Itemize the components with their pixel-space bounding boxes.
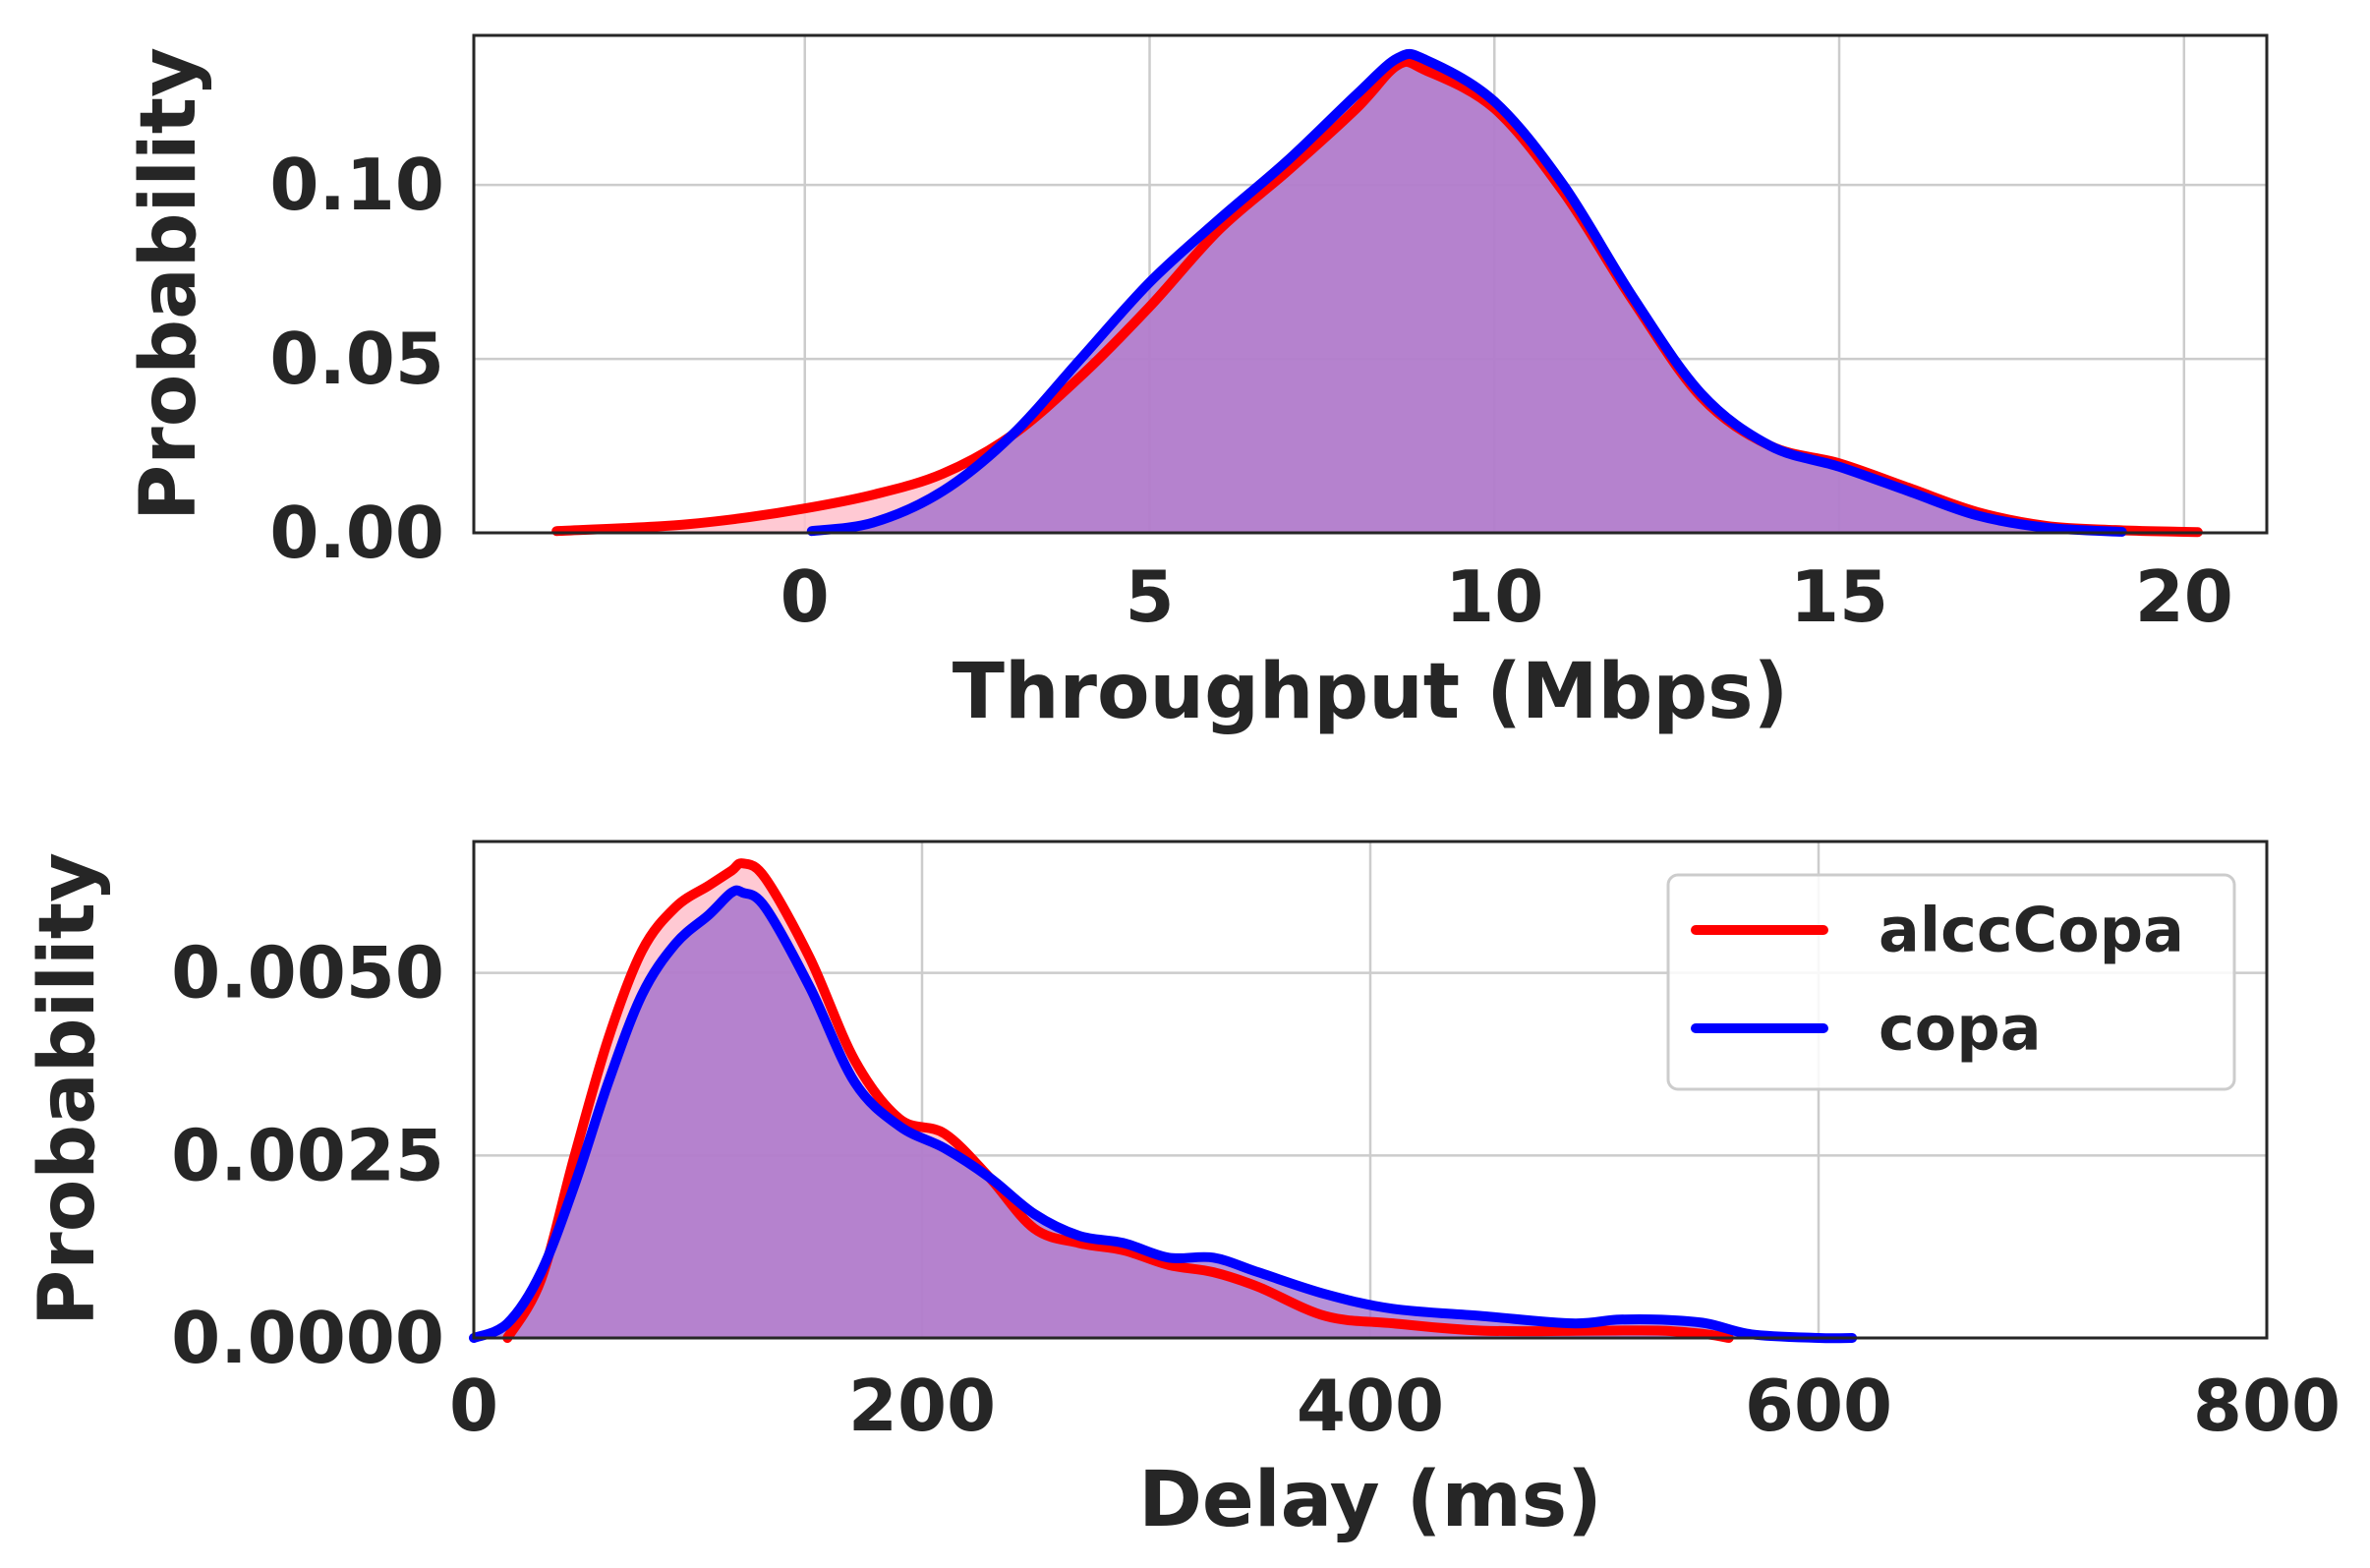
- chart-1: 0 5 10 15 20 0.00 0.05 0.10 Throughput (Mbps) Pro…: [125, 33, 2269, 736]
- x-axis-label: Delay (ms): [1138, 1456, 1602, 1544]
- x-tick-label: 10: [1445, 555, 1543, 638]
- x-tick-label: 600: [1745, 1365, 1892, 1447]
- legend-label-alccCopa: alccCopa: [1879, 895, 2184, 966]
- x-tick-label: 5: [1125, 555, 1174, 638]
- plot-frame: [472, 33, 2269, 535]
- x-tick-label: 800: [2193, 1365, 2341, 1447]
- x-axis-label: Throughput (Mbps): [953, 648, 1789, 736]
- area-copa: [811, 53, 2122, 534]
- area-copa: [474, 890, 1853, 1339]
- y-tick-label: 0.05: [269, 318, 444, 400]
- y-tick-label: 0.0025: [171, 1114, 444, 1196]
- y-tick-label: 0.10: [269, 144, 444, 226]
- line-copa: [469, 885, 1858, 1344]
- y-tick-label: 0.00: [269, 492, 444, 574]
- chart-2: 0 200 400 600 800 0.0000 0.0025 0.0050 Delay (ms…: [24, 840, 2341, 1544]
- line-alccCopa: [502, 858, 1734, 1343]
- y-axis-label: Probability: [24, 852, 112, 1326]
- legend: alccCopa copa: [1666, 873, 2236, 1091]
- y-axis-label: Probability: [125, 47, 213, 521]
- x-tick-label: 200: [848, 1365, 996, 1447]
- legend-label-copa: copa: [1879, 993, 2042, 1065]
- x-tick-label: 0: [449, 1365, 498, 1447]
- x-tick-label: 20: [2135, 555, 2233, 638]
- x-tick-label: 15: [1790, 555, 1888, 638]
- y-tick-label: 0.0050: [171, 932, 444, 1015]
- y-tick-label: 0.0000: [171, 1297, 444, 1379]
- plot-frame: [472, 840, 2269, 1340]
- x-tick-label: 400: [1297, 1365, 1444, 1447]
- x-tick-label: 0: [780, 555, 830, 638]
- line-copa: [806, 48, 2127, 537]
